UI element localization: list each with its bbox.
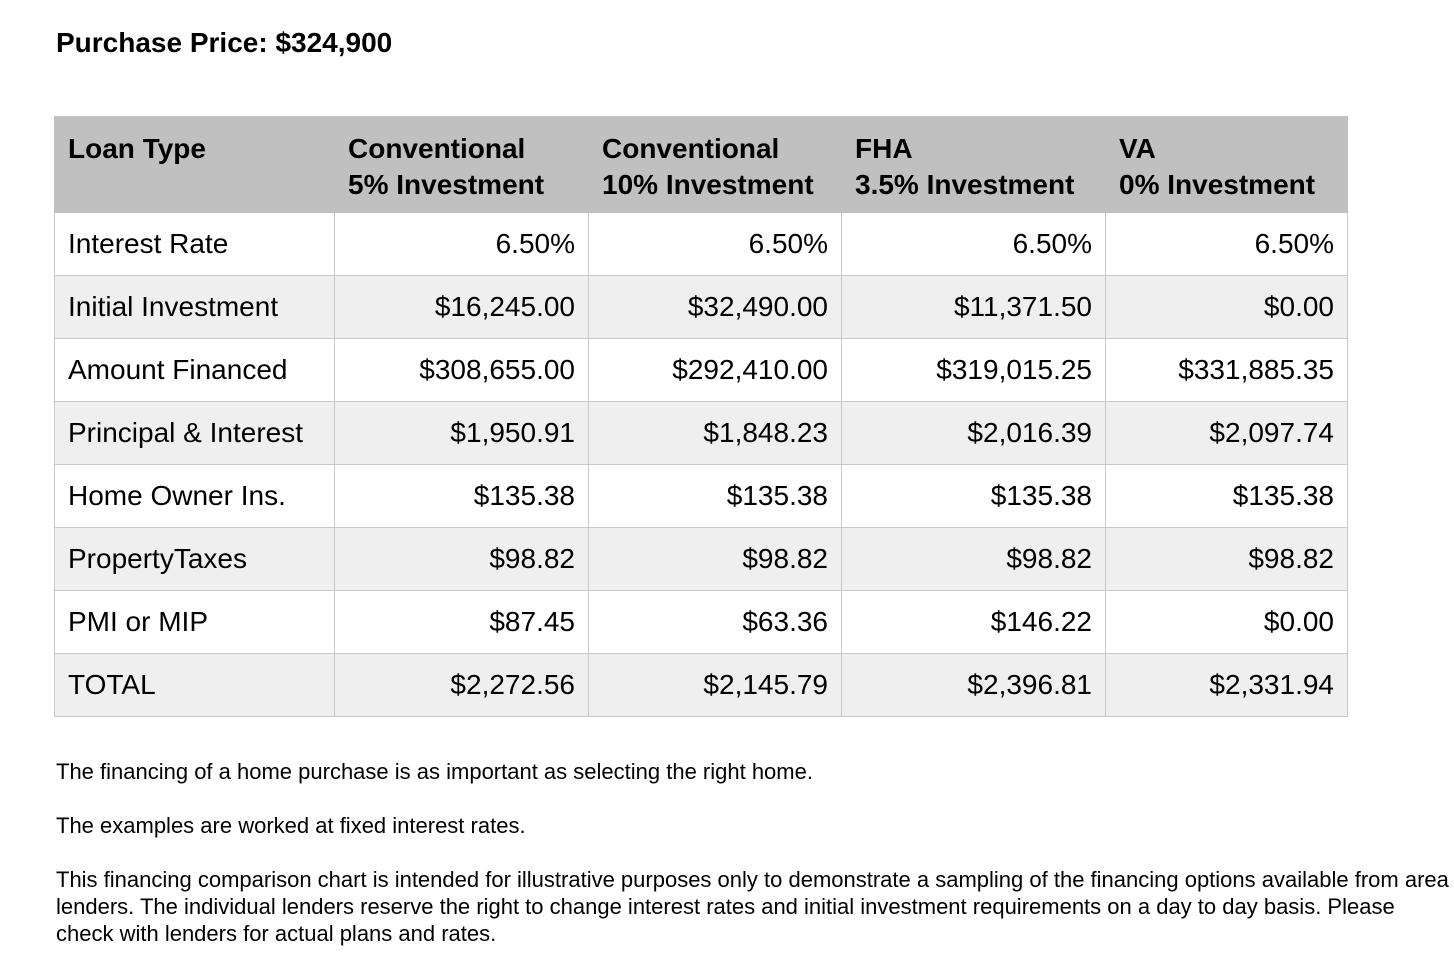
table-cell: 6.50%: [334, 212, 589, 276]
table-cell: $135.38: [841, 464, 1106, 528]
column-header-line2: 5% Investment: [348, 169, 545, 200]
row-label: PMI or MIP: [54, 590, 335, 654]
table-cell: $2,396.81: [841, 653, 1106, 717]
row-label: TOTAL: [54, 653, 335, 717]
table-cell: $98.82: [841, 527, 1106, 591]
table-cell: 6.50%: [841, 212, 1106, 276]
table-cell: $1,950.91: [334, 401, 589, 465]
table-row: PropertyTaxes $98.82 $98.82 $98.82 $98.8…: [54, 527, 1348, 591]
row-label: Interest Rate: [54, 212, 335, 276]
column-header-loan-type: Loan Type: [54, 116, 335, 213]
table-cell: $2,331.94: [1105, 653, 1348, 717]
table-cell: $0.00: [1105, 590, 1348, 654]
column-header-line1: VA: [1119, 133, 1156, 164]
disclaimer-paragraph: This financing comparison chart is inten…: [56, 867, 1449, 946]
row-label: Principal & Interest: [54, 401, 335, 465]
column-header-line1: Conventional: [602, 133, 780, 164]
table-cell: $2,016.39: [841, 401, 1106, 465]
column-header-line2: 3.5% Investment: [855, 169, 1075, 200]
table-cell: $32,490.00: [588, 275, 842, 339]
table-cell: $98.82: [334, 527, 589, 591]
table-cell: $2,145.79: [588, 653, 842, 717]
table-row: TOTAL $2,272.56 $2,145.79 $2,396.81 $2,3…: [54, 653, 1348, 717]
table-cell: $98.82: [588, 527, 842, 591]
note-paragraph: The examples are worked at fixed interes…: [56, 813, 526, 838]
table-cell: $292,410.00: [588, 338, 842, 402]
table-header-row: Loan Type Conventional 5% Investment Conv…: [54, 116, 1348, 213]
table-cell: $63.36: [588, 590, 842, 654]
table-cell: $0.00: [1105, 275, 1348, 339]
table-cell: $87.45: [334, 590, 589, 654]
column-header-line2: 10% Investment: [602, 169, 814, 200]
column-header-line1: Conventional: [348, 133, 526, 164]
table-row: Principal & Interest $1,950.91 $1,848.23…: [54, 401, 1348, 465]
table-cell: $11,371.50: [841, 275, 1106, 339]
table-cell: $135.38: [588, 464, 842, 528]
table-cell: $2,097.74: [1105, 401, 1348, 465]
table-row: PMI or MIP $87.45 $63.36 $146.22 $0.00: [54, 590, 1348, 654]
table-cell: $135.38: [334, 464, 589, 528]
column-header-conventional-10: Conventional 10% Investment: [588, 116, 842, 213]
table-row: Amount Financed $308,655.00 $292,410.00 …: [54, 338, 1348, 402]
column-header-conventional-5: Conventional 5% Investment: [334, 116, 589, 213]
page-title: Purchase Price: $324,900: [56, 27, 393, 58]
note-paragraph: The financing of a home purchase is as i…: [56, 759, 813, 784]
row-label: Amount Financed: [54, 338, 335, 402]
row-label: Initial Investment: [54, 275, 335, 339]
table-cell: $319,015.25: [841, 338, 1106, 402]
table-cell: 6.50%: [588, 212, 842, 276]
financing-comparison-table: Loan Type Conventional 5% Investment Conv…: [54, 116, 1348, 717]
column-header-line1: FHA: [855, 133, 913, 164]
table-cell: 6.50%: [1105, 212, 1348, 276]
table-cell: $16,245.00: [334, 275, 589, 339]
table-cell: $331,885.35: [1105, 338, 1348, 402]
table-cell: $308,655.00: [334, 338, 589, 402]
notes-section: The financing of a home purchase is as i…: [56, 758, 1451, 947]
column-header-va: VA 0% Investment: [1105, 116, 1348, 213]
table-row: Interest Rate 6.50% 6.50% 6.50% 6.50%: [54, 212, 1348, 276]
column-header-fha: FHA 3.5% Investment: [841, 116, 1106, 213]
row-label: PropertyTaxes: [54, 527, 335, 591]
column-header-line2: 0% Investment: [1119, 169, 1316, 200]
table-row: Home Owner Ins. $135.38 $135.38 $135.38 …: [54, 464, 1348, 528]
table-cell: $2,272.56: [334, 653, 589, 717]
table-row: Initial Investment $16,245.00 $32,490.00…: [54, 275, 1348, 339]
table-cell: $1,848.23: [588, 401, 842, 465]
row-label: Home Owner Ins.: [54, 464, 335, 528]
table-cell: $135.38: [1105, 464, 1348, 528]
table-cell: $98.82: [1105, 527, 1348, 591]
table-cell: $146.22: [841, 590, 1106, 654]
